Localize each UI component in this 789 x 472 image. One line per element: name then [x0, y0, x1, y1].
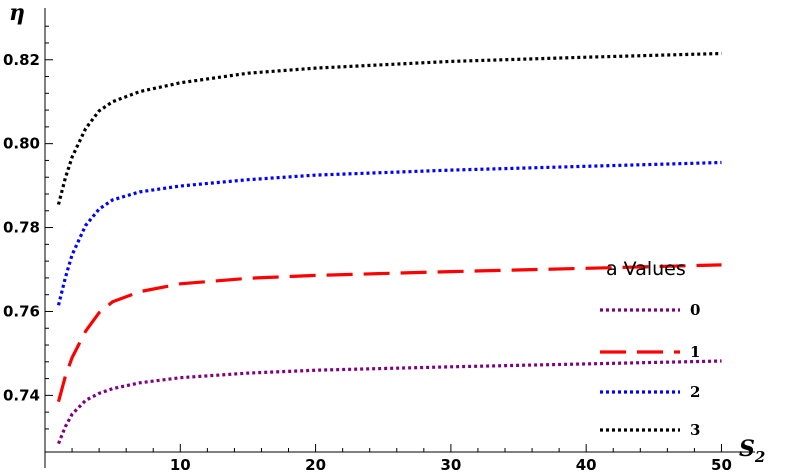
- y-tick-label: 0.74: [3, 386, 40, 404]
- legend-label-1: 1: [690, 343, 700, 361]
- y-tick-label: 0.78: [3, 219, 40, 237]
- legend-label-2: 2: [690, 383, 700, 401]
- legend-label-3: 3: [690, 421, 700, 439]
- x-tick-label: 30: [440, 456, 461, 472]
- series-layer: [56, 51, 722, 445]
- y-tick-label: 0.82: [3, 51, 40, 69]
- x-tick-label: 10: [170, 456, 191, 472]
- series-line-3: [56, 51, 722, 205]
- axes: 10 20 30 40 500.740.760.780.800.82: [3, 8, 755, 472]
- series-line-0: [57, 359, 722, 445]
- x-tick-label: 20: [305, 456, 326, 472]
- legend-title: a Values: [606, 258, 686, 280]
- series-line-1: [56, 263, 722, 403]
- x-tick-label: 40: [576, 456, 597, 472]
- y-tick-label: 0.80: [3, 135, 40, 153]
- legend-label-0: 0: [690, 301, 700, 319]
- x-tick-label: 50: [711, 456, 732, 472]
- series-line-2: [56, 160, 722, 306]
- y-axis-label: η: [9, 0, 25, 26]
- x-axis-label-subscript: 2: [754, 448, 765, 466]
- legend: a Values 0 1 2 3: [600, 258, 700, 439]
- x-axis-label-main: S: [739, 436, 755, 462]
- x-axis-label: S2: [739, 436, 765, 466]
- y-tick-label: 0.76: [3, 302, 40, 320]
